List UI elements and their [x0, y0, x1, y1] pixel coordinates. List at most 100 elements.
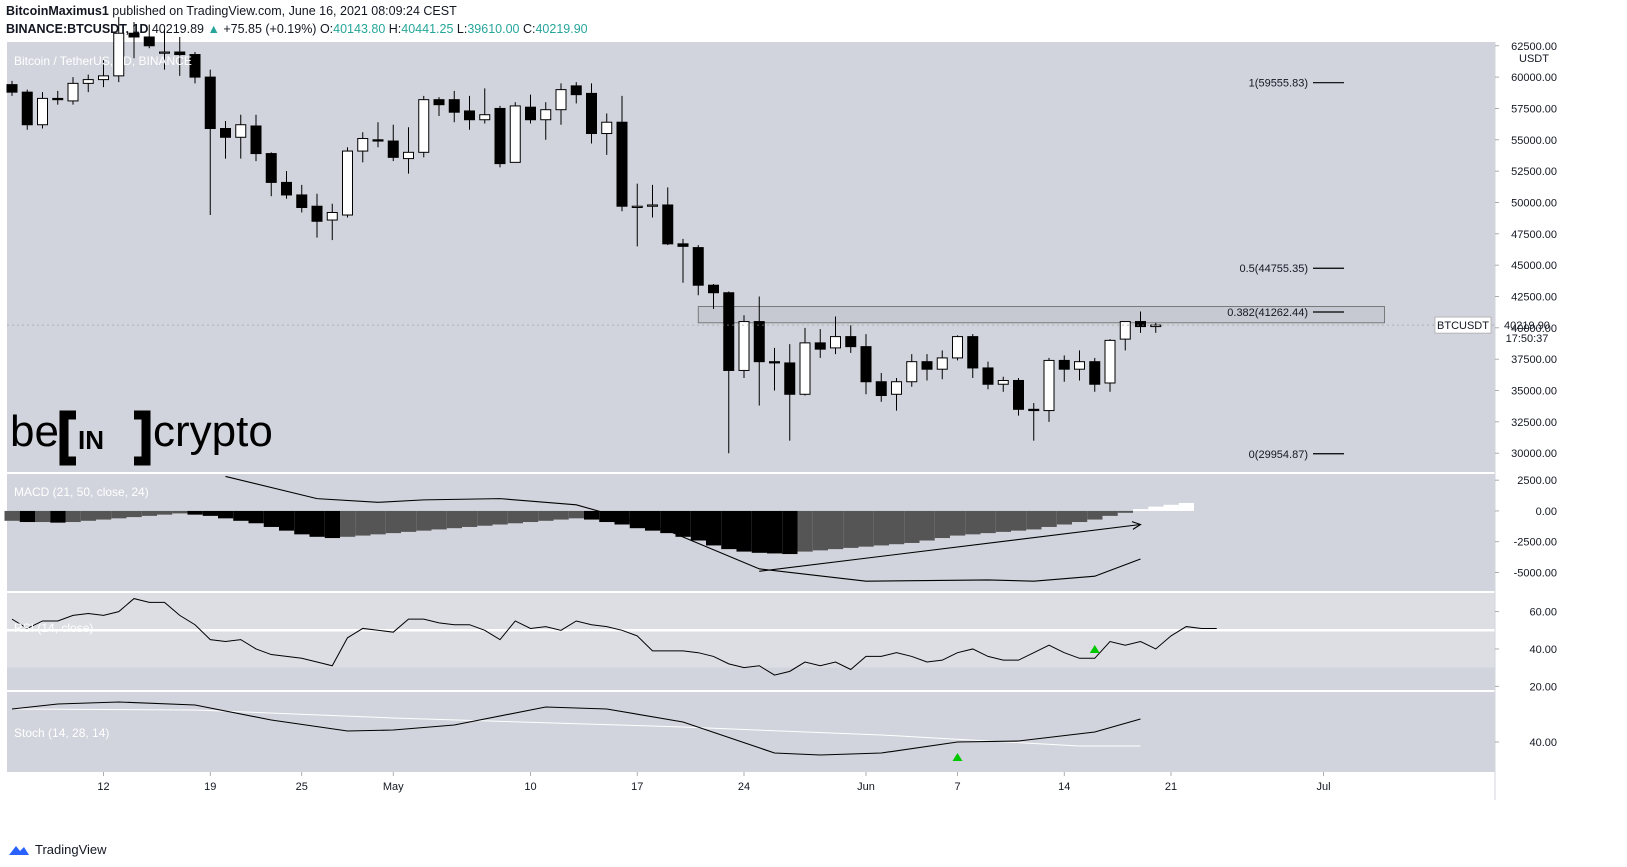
macd-histogram-bar — [919, 510, 935, 541]
last-price-value: 40219.90 — [1504, 320, 1550, 332]
change-up-icon: ▲ — [207, 22, 220, 36]
publish-line: BitcoinMaximus1 published on TradingView… — [6, 4, 457, 18]
candle-body-up — [601, 121, 613, 135]
y-tick-label: 55000.00 — [1511, 135, 1557, 147]
candle — [647, 184, 658, 218]
candle-body-down — [143, 36, 155, 47]
candle-body-up — [82, 79, 94, 84]
publish-info: published on TradingView.com, June 16, 2… — [112, 4, 457, 18]
macd-histogram-bar — [797, 510, 813, 552]
macd-histogram-bar — [187, 510, 203, 515]
candle — [509, 102, 521, 163]
candle — [387, 124, 399, 162]
candle — [37, 92, 48, 129]
y-tick-label: 32500.00 — [1511, 417, 1557, 429]
candle — [342, 147, 353, 218]
candle-body-down — [387, 140, 399, 158]
candle — [982, 361, 994, 390]
symbol-label: BINANCE:BTCUSDT, 1D — [6, 22, 149, 36]
x-tick-label: 19 — [204, 781, 216, 793]
candle-body-down — [220, 128, 231, 138]
macd-histogram-bar — [1148, 506, 1164, 511]
macd-title: MACD (21, 50, close, 24) — [14, 485, 149, 499]
pane-background-0 — [7, 42, 1495, 472]
candle — [662, 187, 674, 246]
y-tick-label: 60000.00 — [1511, 72, 1557, 84]
candle-body-down — [281, 181, 292, 196]
y-tick-label: 40.00 — [1529, 737, 1557, 749]
y-tick-label: 37500.00 — [1511, 354, 1557, 366]
macd-histogram-bar — [324, 510, 340, 539]
macd-histogram-bar — [141, 510, 157, 516]
macd-histogram-bar — [538, 510, 554, 521]
macd-histogram-bar — [690, 510, 706, 541]
candle — [936, 350, 948, 380]
candle — [281, 171, 292, 199]
y-tick-label: 52500.00 — [1511, 166, 1557, 178]
macd-histogram-bar — [660, 510, 676, 534]
candle — [814, 329, 826, 358]
candle — [997, 376, 1009, 392]
candle — [586, 83, 597, 144]
candle — [265, 152, 277, 197]
candle-body-down — [784, 362, 796, 395]
candle-body-up — [37, 97, 48, 126]
candle-body-down — [372, 139, 384, 142]
macd-histogram-bar — [370, 510, 386, 535]
candle-body-up — [235, 124, 247, 138]
candle-body-up — [936, 357, 948, 370]
candle — [738, 315, 750, 378]
fib-level-label: 0(29954.87) — [1249, 449, 1308, 461]
candle — [326, 203, 338, 241]
candle — [418, 95, 430, 158]
y-tick-label: 40.00 — [1529, 644, 1557, 656]
macd-histogram-bar — [477, 510, 493, 526]
candle — [143, 24, 155, 49]
y-tick-label: 2500.00 — [1517, 475, 1557, 487]
candle-body-down — [6, 84, 18, 93]
footer-brand[interactable]: TradingView — [8, 842, 107, 857]
candle-body-down — [753, 321, 765, 363]
macd-histogram-bar — [873, 510, 889, 546]
x-tick-label: 7 — [954, 781, 960, 793]
candle — [479, 88, 491, 124]
macd-histogram-bar — [294, 510, 310, 535]
candle — [875, 372, 887, 402]
candle — [448, 90, 460, 123]
macd-histogram-bar — [248, 510, 264, 524]
candle — [189, 52, 201, 84]
candle-body-down — [525, 106, 536, 121]
candle — [52, 90, 64, 105]
author-name[interactable]: BitcoinMaximus1 — [6, 4, 109, 18]
macd-histogram-bar — [1178, 502, 1194, 511]
macd-histogram-bar — [812, 510, 828, 551]
macd-histogram-bar — [934, 510, 950, 539]
candle — [891, 377, 902, 411]
macd-trend-arrow-head — [1131, 521, 1142, 530]
candle — [372, 122, 384, 148]
macd-histogram-bar — [263, 510, 279, 527]
macd-histogram-bar — [1087, 510, 1103, 520]
candle-body-down — [967, 336, 979, 369]
candle — [250, 114, 262, 162]
candle — [677, 238, 689, 283]
candle-body-down — [433, 99, 445, 106]
y-tick-label: 0.00 — [1536, 506, 1557, 518]
candle-body-up — [67, 82, 79, 102]
candle — [1043, 357, 1055, 422]
candle-body-up — [326, 211, 338, 221]
candle — [403, 127, 414, 174]
macd-histogram-bar — [736, 510, 752, 552]
candle-body-down — [128, 32, 140, 38]
symbol-tag — [1434, 316, 1492, 334]
close-label: C: — [522, 22, 536, 36]
high-value: 40441.25 — [401, 22, 454, 36]
candle-body-up — [479, 114, 491, 121]
candle-body-up — [509, 105, 521, 163]
macd-histogram-bar — [446, 510, 462, 529]
candle — [601, 113, 613, 155]
candle-body-up — [1043, 359, 1055, 412]
macd-histogram-bar — [584, 510, 600, 520]
